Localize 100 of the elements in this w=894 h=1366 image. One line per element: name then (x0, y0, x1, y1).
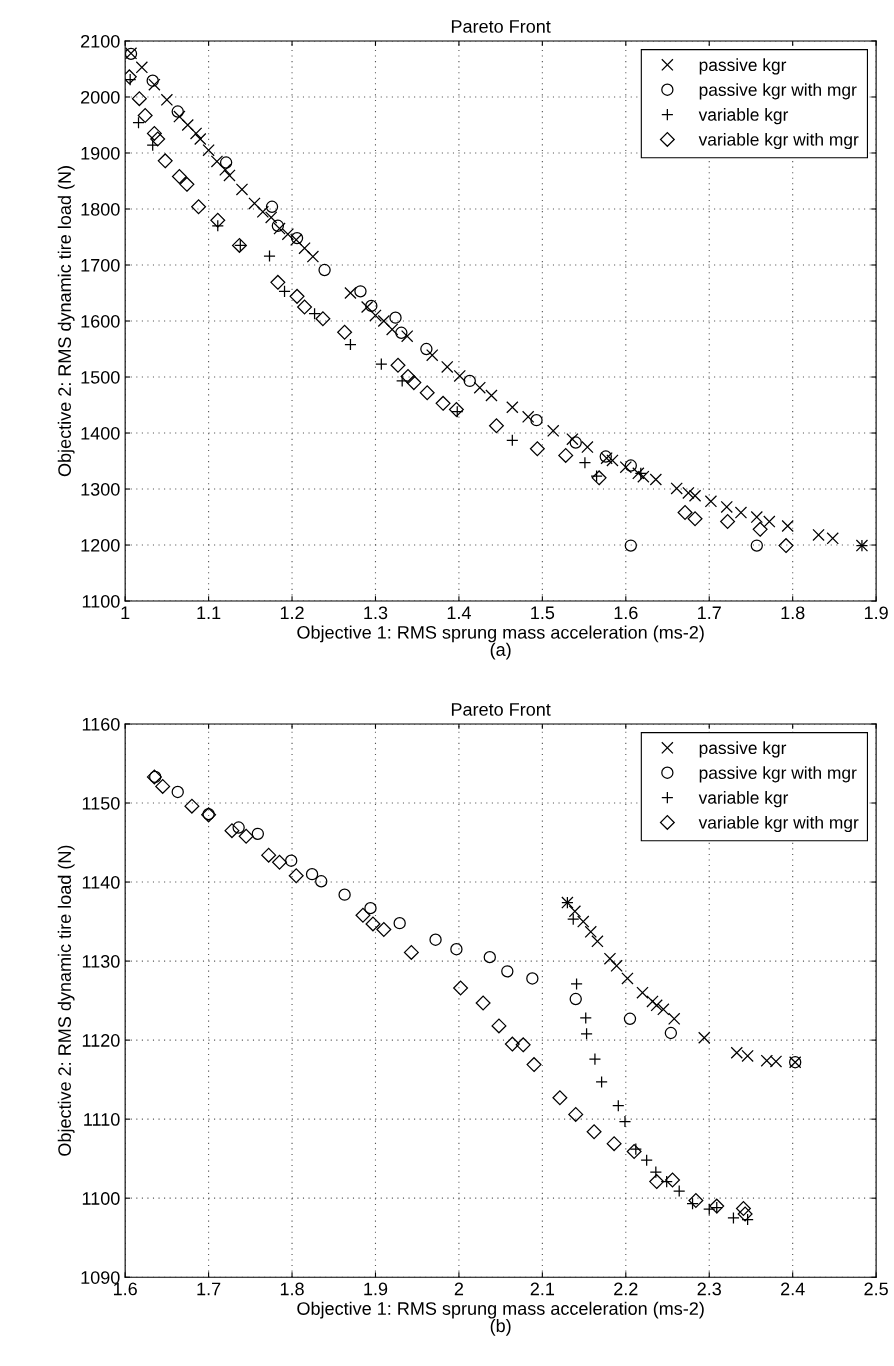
legend-label: variable kgr with mgr (698, 815, 859, 833)
point (530, 413, 543, 427)
x-tick-label: 1.7 (197, 1282, 221, 1296)
x-tick-label: 1.2 (280, 606, 304, 619)
point (403, 944, 419, 960)
point (657, 1003, 670, 1016)
point (441, 360, 454, 374)
point (826, 532, 839, 545)
point (668, 1012, 681, 1025)
point (298, 242, 311, 255)
point (646, 995, 659, 1008)
point (305, 867, 319, 881)
point (595, 1075, 608, 1089)
point (308, 307, 321, 320)
x-tick-label: 1.6 (113, 1282, 137, 1296)
point (184, 798, 200, 814)
point (450, 943, 463, 956)
x-tick-label: 1.8 (781, 606, 805, 620)
x-tick-label: 2.2 (614, 1282, 638, 1296)
point (365, 299, 378, 313)
point (506, 401, 519, 414)
point (727, 1211, 740, 1225)
point (318, 263, 331, 277)
point (720, 514, 736, 530)
point (591, 935, 604, 948)
point (360, 300, 374, 314)
point (385, 323, 399, 336)
point (256, 205, 270, 218)
point (297, 299, 313, 315)
point (315, 875, 328, 888)
point (390, 357, 406, 373)
point (224, 823, 240, 839)
point (344, 286, 357, 300)
point (686, 1197, 699, 1210)
point (688, 1193, 704, 1209)
point (473, 381, 486, 394)
point (606, 1136, 622, 1152)
x-tick-label: 1.9 (864, 606, 888, 620)
point (812, 528, 825, 542)
point (194, 132, 207, 146)
point (526, 1057, 542, 1073)
point (591, 470, 607, 486)
point (734, 506, 748, 519)
point (529, 441, 545, 457)
point (171, 785, 184, 799)
legend-label: variable kgr (698, 108, 789, 125)
point (171, 105, 184, 118)
y-tick-label: 1800 (81, 202, 120, 216)
y-tick-label: 1100 (82, 594, 120, 608)
point (355, 907, 371, 923)
point (235, 183, 249, 196)
point (735, 1200, 751, 1216)
point (623, 1012, 637, 1025)
point (202, 144, 215, 157)
point (210, 212, 226, 228)
point (337, 324, 353, 340)
x-tick-label: 1.6 (614, 606, 638, 620)
y-tick-label: 2100 (81, 34, 120, 48)
point (406, 375, 422, 391)
point (720, 500, 733, 514)
point (781, 519, 794, 533)
point (584, 925, 597, 939)
legend-label: passive kgr with mgr (699, 83, 857, 100)
y-tick-label: 1160 (82, 717, 120, 731)
point (306, 250, 320, 263)
point (219, 156, 233, 169)
point (365, 916, 381, 932)
y-axis-title: Objective 2: RMS dynamic tire load (N) (57, 166, 75, 477)
point (369, 309, 382, 322)
legend-label: passive kgr (699, 58, 787, 75)
x-axis-title: Objective 1: RMS sprung mass acceleration (ms-2) (297, 1301, 704, 1319)
point (752, 521, 768, 537)
point (435, 395, 451, 411)
point (420, 342, 433, 356)
x-tick-label: 2.5 (864, 1282, 888, 1296)
point (315, 311, 331, 327)
point (181, 118, 194, 132)
point (687, 511, 703, 527)
text: (b) (490, 1318, 511, 1336)
point (577, 915, 590, 928)
point (191, 199, 207, 215)
legend-label: variable kgr with mgr (698, 132, 859, 150)
y-tick-label: 1900 (81, 146, 120, 160)
x-tick-label: 2.3 (697, 1282, 721, 1296)
point (148, 78, 161, 91)
point (146, 74, 159, 87)
y-tick-label: 1700 (81, 258, 120, 272)
x-tick-label: 2.4 (781, 1282, 805, 1296)
point (219, 163, 232, 176)
point (504, 1036, 520, 1052)
point (251, 827, 265, 841)
y-tick-label: 1600 (81, 314, 120, 328)
legend-label: variable kgr (698, 791, 789, 808)
point (364, 901, 377, 915)
point (570, 977, 583, 991)
point (626, 1144, 642, 1160)
point (558, 447, 574, 463)
point (619, 461, 632, 474)
point (135, 61, 149, 74)
point (171, 169, 187, 185)
